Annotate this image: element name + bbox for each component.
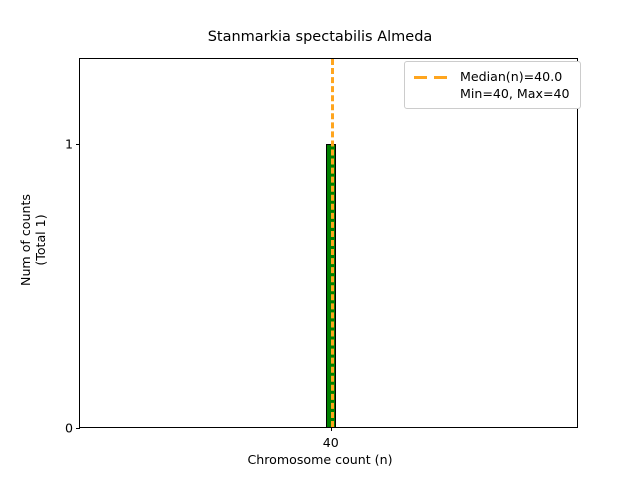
x-tick-label-40: 40 xyxy=(322,435,339,450)
y-tick-mark-0 xyxy=(76,428,80,429)
y-axis-label-line2: (Total 1) xyxy=(33,214,48,266)
y-axis-label-line1: Num of counts xyxy=(18,194,33,286)
y-axis-label: Num of counts (Total 1) xyxy=(18,0,48,480)
x-axis-label: Chromosome count (n) xyxy=(247,452,393,467)
legend: Median(n)=40.0 Min=40, Max=40 xyxy=(404,61,581,109)
dashed-line-icon xyxy=(413,68,451,85)
y-tick-label-0: 0 xyxy=(64,420,73,436)
legend-entry-median: Median(n)=40.0 Min=40, Max=40 xyxy=(413,68,570,102)
legend-label-range: Min=40, Max=40 xyxy=(460,86,570,101)
plot-area: 1 0 40 Median(n)=40.0 Min=40, Max=40 xyxy=(65,58,581,450)
chart-title: Stanmarkia spectabilis Almeda xyxy=(207,29,433,45)
median-line xyxy=(330,59,334,427)
legend-label-median: Median(n)=40.0 xyxy=(460,69,563,84)
y-tick-mark-1 xyxy=(76,143,80,145)
legend-label-group: Median(n)=40.0 Min=40, Max=40 xyxy=(460,68,570,102)
y-tick-label-1: 1 xyxy=(64,136,73,152)
x-tick-mark-40 xyxy=(330,427,332,431)
